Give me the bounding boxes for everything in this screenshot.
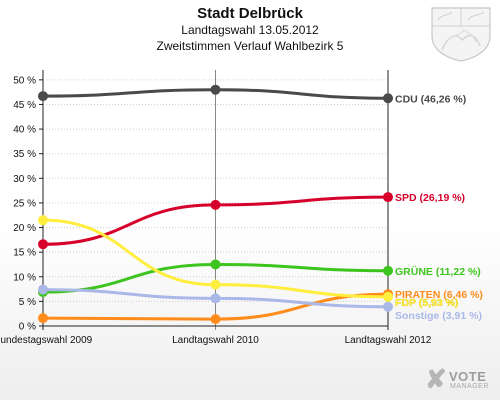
data-point-grüne	[210, 259, 221, 270]
data-point-spd	[383, 192, 393, 203]
data-point-piraten	[210, 314, 221, 325]
x-tick-label: Bundestagswahl 2009	[0, 335, 93, 346]
y-tick-label: 25 %	[13, 198, 36, 209]
data-point-fdp	[38, 215, 48, 226]
series-label-fdp: FDP (5,93 %)	[395, 297, 458, 309]
x-tick-label: Landtagswahl 2012	[345, 335, 432, 346]
votemanager-name: VOTE	[449, 369, 487, 384]
y-tick-label: 40 %	[13, 125, 36, 136]
y-tick-label: 0 %	[19, 322, 36, 333]
coat-of-arms-icon	[430, 6, 492, 67]
data-point-spd	[38, 239, 48, 250]
data-point-spd	[210, 199, 221, 210]
y-tick-label: 50 %	[13, 75, 36, 86]
y-tick-label: 20 %	[13, 223, 36, 234]
chart-subtitle: Landtagswahl 13.05.2012	[181, 23, 319, 37]
series-label-grüne: GRÜNE (11,22 %)	[395, 265, 481, 278]
series-label-piraten: PIRATEN (6,46 %)	[395, 289, 483, 301]
data-point-fdp	[383, 291, 393, 302]
data-point-grüne	[383, 265, 393, 276]
y-tick-label: 15 %	[13, 248, 36, 259]
data-point-cdu	[383, 93, 393, 104]
data-point-fdp	[210, 279, 221, 290]
data-point-cdu	[210, 84, 221, 95]
y-tick-label: 10 %	[13, 272, 36, 283]
series-label-spd: SPD (26,19 %)	[395, 192, 465, 204]
y-tick-label: 30 %	[13, 174, 36, 185]
data-point-piraten	[38, 313, 48, 324]
votemanager-logo: ✘ VOTE MANAGER	[425, 366, 497, 396]
chart-title: Stadt Delbrück	[197, 5, 303, 22]
chart-subtitle-2: Zweitstimmen Verlauf Wahlbezirk 5	[156, 39, 344, 53]
votemanager-mark-icon: ✘	[425, 364, 447, 394]
data-point-cdu	[38, 91, 48, 102]
y-tick-label: 35 %	[13, 149, 36, 160]
series-label-sonstige: Sonstige (3,91 %)	[395, 310, 482, 322]
data-point-sonstige	[210, 293, 221, 304]
x-tick-label: Landtagswahl 2010	[172, 335, 259, 346]
series-label-cdu: CDU (46,26 %)	[395, 93, 466, 105]
y-tick-label: 45 %	[13, 100, 36, 111]
y-tick-label: 5 %	[19, 297, 36, 308]
votemanager-sub: MANAGER	[450, 383, 489, 390]
data-point-sonstige	[383, 301, 393, 312]
data-point-sonstige	[38, 284, 48, 295]
